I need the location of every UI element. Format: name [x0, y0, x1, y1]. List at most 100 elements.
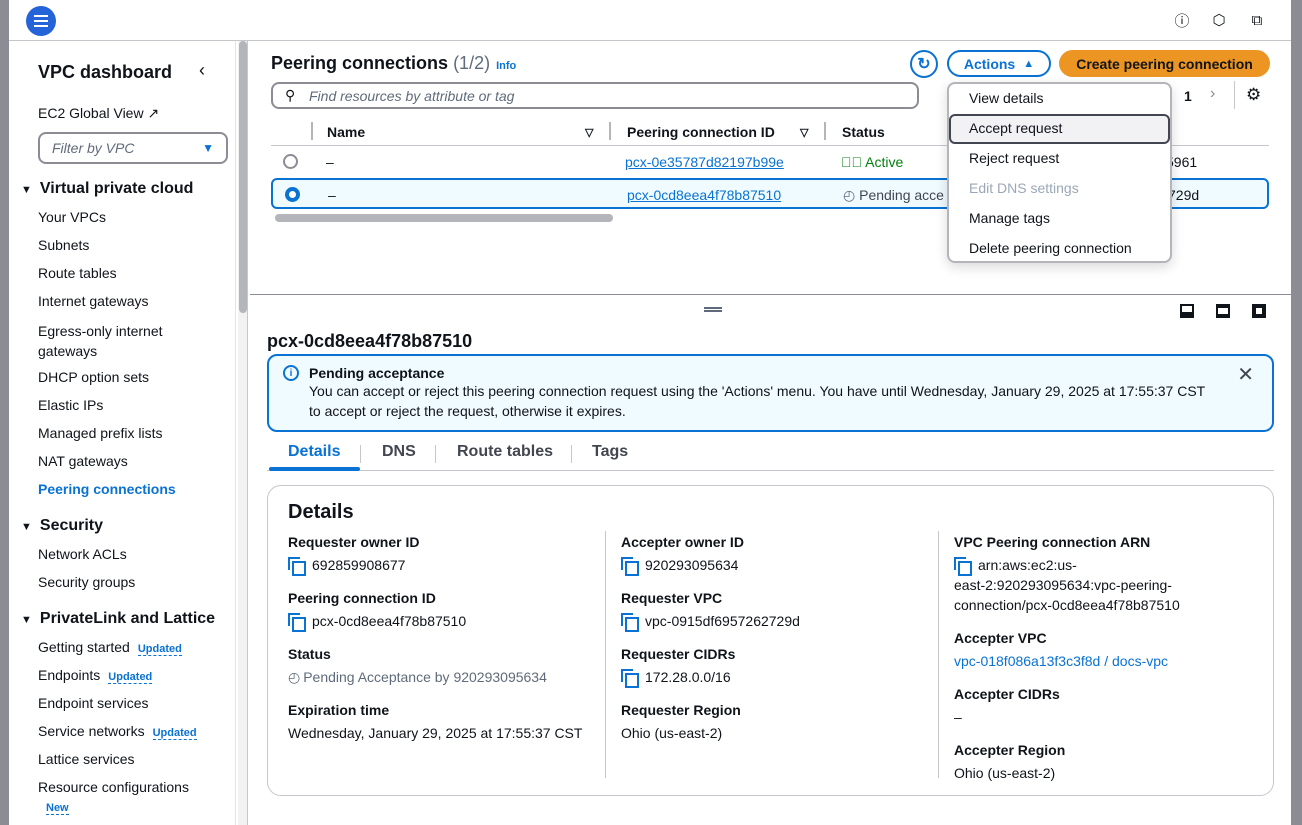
- sidebar-section[interactable]: ▼ Virtual private cloud: [21, 180, 193, 198]
- key-value: Accepter owner ID 920293095634: [621, 534, 921, 576]
- peering-id-link[interactable]: pcx-0cd8eea4f78b87510: [627, 187, 782, 203]
- value: Ohio (us-east-2): [954, 765, 1056, 781]
- column-divider: [609, 122, 611, 140]
- sort-icon[interactable]: ▽: [800, 127, 809, 139]
- copy-icon[interactable]: [288, 613, 306, 632]
- next-page-icon[interactable]: ›: [1210, 85, 1216, 102]
- copy-icon[interactable]: [954, 557, 972, 576]
- create-peering-connection-button[interactable]: Create peering connection: [1059, 50, 1270, 77]
- value: Ohio (us-east-2): [621, 725, 723, 741]
- sidebar-item[interactable]: Your VPCs: [38, 209, 106, 225]
- tab-tags[interactable]: Tags: [592, 443, 629, 460]
- gear-icon[interactable]: ⚙: [1246, 85, 1262, 104]
- menu-icon: [34, 20, 48, 22]
- page-title: Peering connections (1/2) Info: [271, 53, 516, 74]
- sidebar-scrollbar[interactable]: [238, 41, 248, 825]
- resize-handle-icon[interactable]: [704, 307, 722, 312]
- item-label: NAT gateways: [38, 453, 128, 469]
- actions-menu: View details Accept request Reject request…: [947, 82, 1172, 263]
- window-edge-left: [0, 0, 9, 825]
- ec2-global-view-label: EC2 Global View: [38, 105, 144, 121]
- updated-badge: Updated: [152, 727, 197, 740]
- refresh-button[interactable]: ↻: [910, 50, 938, 78]
- key: Requester CIDRs: [621, 646, 736, 662]
- search-input[interactable]: ⚲ Find resources by attribute or tag: [271, 82, 919, 109]
- menu-item[interactable]: Accept request: [949, 114, 1170, 144]
- sidebar-item[interactable]: Egress-only internet gateways: [38, 323, 163, 359]
- menu-item[interactable]: Manage tags: [969, 210, 1050, 226]
- status-text: Pending acce: [859, 187, 944, 203]
- close-icon[interactable]: ✕: [1237, 364, 1254, 386]
- value[interactable]: vpc-018f086a13f3c3f8d / docs-vpc: [954, 653, 1169, 669]
- panel-side-icon[interactable]: [1216, 304, 1230, 318]
- table-horizontal-scrollbar[interactable]: [275, 214, 613, 222]
- value: vpc-0915df6957262729d: [645, 613, 800, 629]
- row-radio[interactable]: [285, 187, 300, 202]
- ec2-global-view-link[interactable]: EC2 Global View ↗: [38, 105, 159, 122]
- sidebar-item[interactable]: DHCP option sets: [38, 369, 149, 385]
- key-value: Requester Region Ohio (us-east-2): [621, 702, 921, 743]
- sidebar-item[interactable]: Endpoints Updated: [38, 667, 153, 684]
- sidebar-item[interactable]: Subnets: [38, 237, 89, 253]
- tab-route-tables[interactable]: Route tables: [457, 443, 554, 460]
- sidebar-item[interactable]: Elastic IPs: [38, 397, 103, 413]
- sidebar-item[interactable]: Security groups: [38, 574, 135, 590]
- copy-icon[interactable]: [621, 669, 639, 688]
- sidebar-section[interactable]: ▼ PrivateLink and Lattice: [21, 610, 215, 628]
- sidebar-item[interactable]: Peering connections: [38, 481, 176, 497]
- alert-text-2: to accept or reject the request, otherwi…: [309, 403, 626, 419]
- column-divider: [824, 122, 826, 140]
- key: Peering connection ID: [288, 590, 436, 606]
- info-link[interactable]: Info: [496, 60, 517, 72]
- divider: [1234, 81, 1235, 109]
- row-radio[interactable]: [283, 154, 298, 169]
- info-icon: i: [283, 365, 299, 381]
- info-icon[interactable]: ⓘ: [1174, 12, 1190, 30]
- copy-icon[interactable]: [621, 557, 639, 576]
- column-name[interactable]: Name: [327, 124, 366, 140]
- sidebar-scrollbar-thumb[interactable]: [239, 41, 247, 313]
- copy-icon[interactable]: [621, 613, 639, 632]
- peering-id-link[interactable]: pcx-0e35787d82197b99e: [625, 154, 784, 170]
- table-row[interactable]: – pcx-0e35787d82197b99e ✓⃝ Active 5961: [271, 147, 1269, 178]
- menu-item[interactable]: Delete peering connection: [969, 240, 1132, 256]
- menu-item[interactable]: View details: [969, 90, 1044, 106]
- item-label: Endpoint services: [38, 695, 149, 711]
- sort-icon[interactable]: ▽: [585, 127, 594, 139]
- notifications-icon[interactable]: ⬡: [1212, 12, 1226, 29]
- updated-badge: Updated: [137, 643, 182, 656]
- tab-details[interactable]: Details: [288, 443, 341, 460]
- page-number[interactable]: 1: [1184, 88, 1192, 104]
- menu-item[interactable]: Reject request: [969, 150, 1060, 166]
- column-peering-id[interactable]: Peering connection ID: [627, 124, 775, 140]
- sidebar-item[interactable]: Resource configurations: [38, 779, 189, 795]
- column-status[interactable]: Status: [842, 124, 885, 140]
- item-label: Network ACLs: [38, 546, 127, 562]
- sidebar-item[interactable]: Service networks Updated: [38, 723, 197, 740]
- sidebar-section[interactable]: ▼ Security: [21, 517, 103, 535]
- sidebar-item[interactable]: NAT gateways: [38, 453, 128, 469]
- sidebar-item[interactable]: Route tables: [38, 265, 117, 281]
- sidebar-item[interactable]: Getting started Updated: [38, 639, 182, 656]
- caret-down-icon: ▼: [21, 614, 32, 626]
- sidebar-item[interactable]: Lattice services: [38, 751, 134, 767]
- actions-button[interactable]: Actions ▲: [947, 50, 1051, 77]
- alert-title: Pending acceptance: [309, 365, 445, 381]
- sidebar-item[interactable]: Managed prefix lists: [38, 425, 163, 441]
- value: arn:aws:ec2:us-: [978, 557, 1077, 573]
- panel-full-icon[interactable]: [1252, 304, 1266, 318]
- item-label: Getting started: [38, 639, 130, 655]
- search-icon: ⚲: [285, 87, 296, 103]
- sidebar-item[interactable]: Internet gateways: [38, 293, 149, 309]
- item-label: Subnets: [38, 237, 90, 253]
- filter-by-vpc-select[interactable]: Filter by VPC ▼: [38, 132, 228, 164]
- menu-button[interactable]: [26, 6, 56, 36]
- sidebar-item[interactable]: Endpoint services: [38, 695, 149, 711]
- cloudshell-icon[interactable]: ⧉: [1251, 11, 1263, 29]
- tab-dns[interactable]: DNS: [382, 443, 416, 460]
- panel-bottom-icon[interactable]: [1180, 304, 1194, 318]
- sidebar-item[interactable]: Network ACLs: [38, 546, 127, 562]
- copy-icon[interactable]: [288, 557, 306, 576]
- detail-title: pcx-0cd8eea4f78b87510: [267, 331, 473, 351]
- collapse-sidebar-icon[interactable]: ‹: [199, 60, 205, 80]
